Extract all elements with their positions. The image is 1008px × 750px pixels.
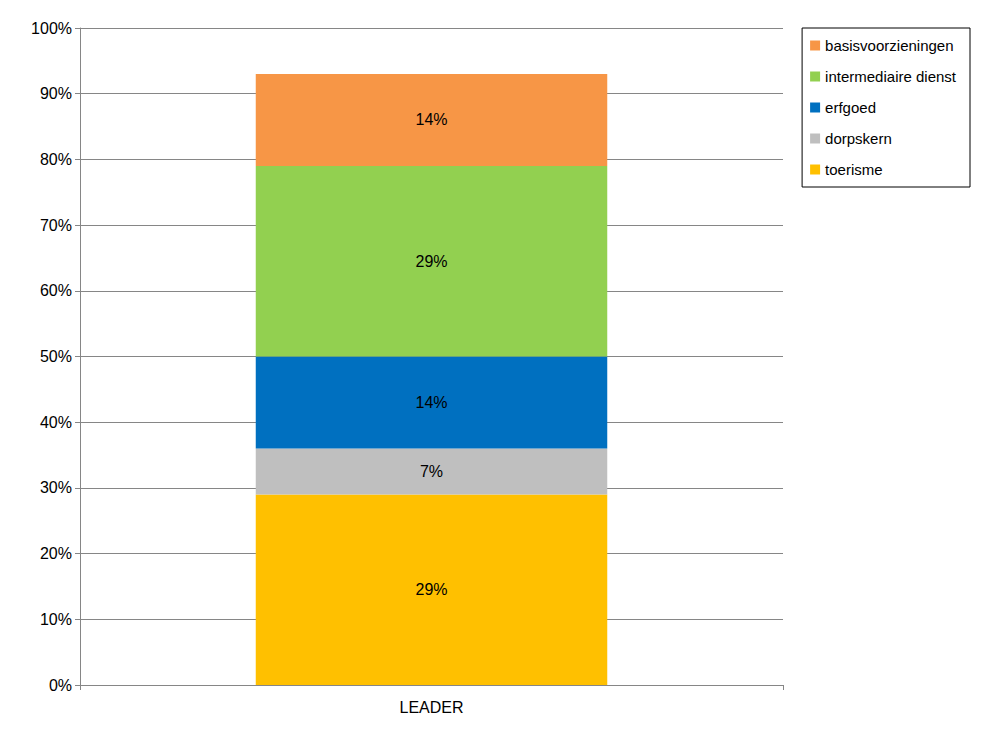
svg-text:80%: 80% bbox=[40, 151, 72, 168]
svg-text:basisvoorzieningen: basisvoorzieningen bbox=[825, 37, 953, 54]
svg-text:30%: 30% bbox=[40, 479, 72, 496]
svg-text:29%: 29% bbox=[415, 581, 447, 598]
svg-text:LEADER: LEADER bbox=[399, 699, 463, 716]
svg-text:0%: 0% bbox=[49, 677, 72, 694]
svg-text:40%: 40% bbox=[40, 414, 72, 431]
svg-text:14%: 14% bbox=[415, 394, 447, 411]
svg-text:90%: 90% bbox=[40, 85, 72, 102]
svg-text:10%: 10% bbox=[40, 611, 72, 628]
svg-text:intermediaire dienst: intermediaire dienst bbox=[825, 68, 957, 85]
svg-text:100%: 100% bbox=[31, 20, 72, 37]
svg-text:50%: 50% bbox=[40, 348, 72, 365]
svg-text:erfgoed: erfgoed bbox=[825, 99, 876, 116]
svg-text:14%: 14% bbox=[415, 111, 447, 128]
svg-text:dorpskern: dorpskern bbox=[825, 130, 892, 147]
svg-text:60%: 60% bbox=[40, 282, 72, 299]
svg-text:29%: 29% bbox=[415, 253, 447, 270]
svg-text:20%: 20% bbox=[40, 545, 72, 562]
svg-text:7%: 7% bbox=[420, 463, 443, 480]
svg-text:70%: 70% bbox=[40, 217, 72, 234]
svg-text:toerisme: toerisme bbox=[825, 161, 883, 178]
